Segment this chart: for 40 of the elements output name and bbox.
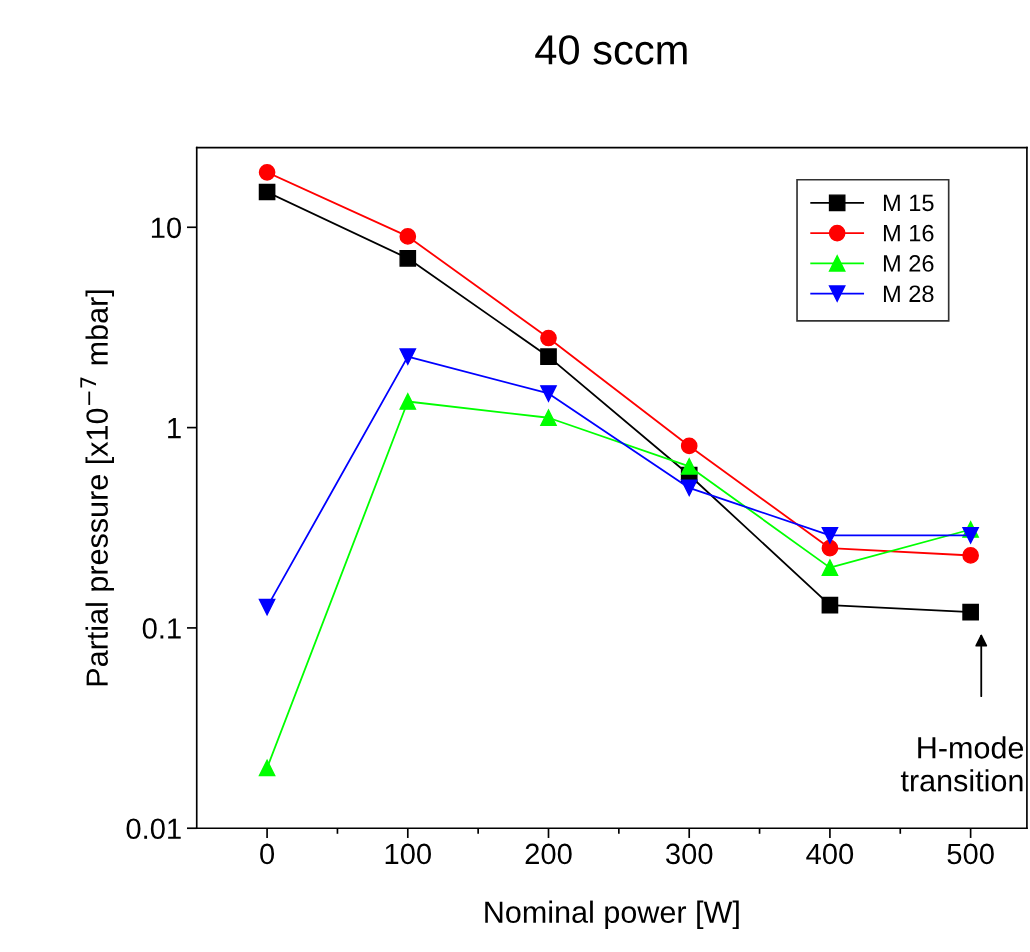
point — [821, 596, 839, 614]
point — [680, 437, 698, 455]
point — [399, 249, 417, 267]
x-tick-label: 100 — [385, 843, 431, 865]
legend-label: M 28 — [883, 285, 934, 303]
point — [680, 458, 698, 475]
y-tick-label: 0.1 — [142, 618, 181, 639]
point — [258, 598, 276, 616]
point — [821, 526, 839, 544]
chart-title: 40 sccm — [535, 35, 687, 65]
legend-label: M 15 — [883, 194, 934, 212]
x-tick-label: 300 — [665, 843, 713, 865]
point — [962, 547, 979, 564]
x-tick-label: 200 — [525, 843, 572, 865]
legend-label: M 16 — [883, 224, 934, 242]
point — [258, 183, 276, 201]
point — [399, 393, 417, 410]
x-tick-label: 500 — [947, 843, 994, 865]
y-tick-label: 10 — [151, 217, 182, 239]
point — [680, 479, 698, 497]
y-tick-label: 1 — [168, 418, 181, 439]
point — [962, 526, 979, 544]
x-axis-title: Nominal power [W] — [485, 900, 739, 930]
point — [399, 348, 417, 365]
annotation: H-mode transition — [900, 736, 1024, 792]
point — [540, 348, 557, 365]
legend-label: M 26 — [883, 255, 934, 272]
point — [821, 539, 839, 557]
x-tick-label: 0 — [260, 843, 275, 865]
point — [258, 759, 276, 777]
point — [540, 329, 557, 347]
x-tick-label: 400 — [806, 843, 854, 865]
point — [821, 559, 839, 576]
point — [399, 228, 417, 245]
point — [258, 164, 276, 181]
y-axis-title: Partial pressure [x10$^{−7}$ mbar] — [80, 290, 114, 686]
y-tick-label: 0.01 — [126, 818, 181, 840]
point — [962, 603, 979, 621]
point — [540, 409, 557, 427]
point — [540, 385, 557, 402]
